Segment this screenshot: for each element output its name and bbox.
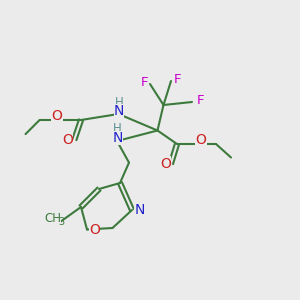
Text: N: N	[134, 203, 145, 217]
Text: 3: 3	[58, 217, 64, 227]
Text: N: N	[112, 131, 123, 145]
Text: F: F	[141, 76, 148, 89]
Text: O: O	[89, 223, 100, 236]
Text: F: F	[174, 73, 181, 86]
Text: O: O	[196, 133, 206, 146]
Text: O: O	[160, 157, 171, 170]
Text: H: H	[115, 95, 124, 109]
Text: O: O	[52, 109, 62, 122]
Text: F: F	[197, 94, 205, 107]
Text: N: N	[114, 104, 124, 118]
Text: H: H	[113, 122, 122, 136]
Text: O: O	[62, 133, 73, 146]
Text: CH: CH	[44, 212, 61, 226]
